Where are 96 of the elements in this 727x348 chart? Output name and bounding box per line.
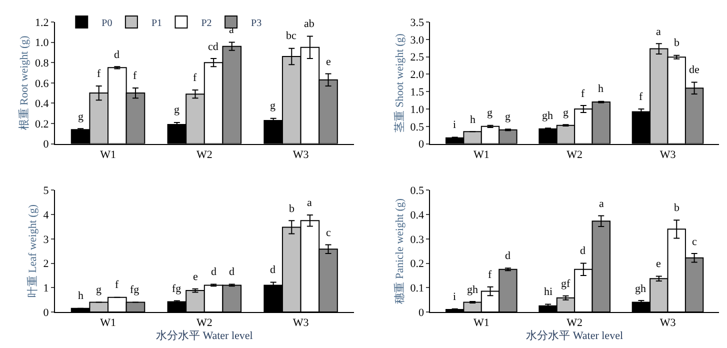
data-label: a (307, 197, 312, 209)
x-axis-title: 水分水平 Water level (526, 329, 624, 342)
data-label: a (599, 198, 604, 210)
x-tick-label: W3 (660, 317, 676, 330)
legend-label: P0 (102, 18, 112, 29)
data-label: f (193, 72, 197, 84)
y-tick-label: 0.4 (35, 98, 50, 110)
data-label: cd (208, 41, 219, 53)
x-tick-label: W3 (660, 149, 676, 161)
data-label: d (229, 266, 235, 278)
data-label: d (580, 245, 586, 257)
y-axis-title: 叶重 Leaf weight (g) (26, 204, 39, 298)
y-tick-label: 0 (43, 138, 50, 151)
y-tick-label: 1.0 (410, 104, 424, 116)
y-tick-label: 5 (43, 185, 50, 198)
data-label: h (598, 83, 604, 95)
y-tick-label: 1 (43, 282, 49, 294)
y-tick-label: 3 (43, 234, 50, 246)
data-label: b (289, 203, 295, 215)
data-label: gh (542, 110, 554, 122)
data-label: b (674, 202, 680, 214)
y-tick-label: 0.2 (35, 118, 49, 130)
data-label: f (115, 279, 119, 291)
y-axis-title: 根重 Root weight (g) (18, 35, 31, 130)
data-label: f (639, 91, 643, 103)
data-label: gf (561, 278, 570, 290)
x-tick-label: W3 (292, 317, 310, 330)
legend-label: P1 (151, 18, 162, 29)
data-label: g (174, 104, 180, 116)
data-label: i (453, 291, 456, 303)
data-label: bc (286, 30, 296, 42)
data-label: d (505, 250, 511, 262)
data-label: fg (130, 284, 140, 296)
y-tick-label: 3.0 (410, 34, 424, 46)
data-label: a (656, 26, 661, 38)
x-tick-label: W1 (473, 149, 490, 161)
y-tick-label: 2.5 (410, 52, 424, 64)
y-tick-label: 0.3 (410, 234, 424, 246)
data-label: d (114, 49, 120, 61)
x-tick-label: W1 (100, 149, 116, 161)
data-label: f (97, 68, 101, 80)
data-label: gh (635, 283, 646, 295)
y-tick-label: 0 (418, 138, 424, 151)
y-tick-label: 2.0 (410, 69, 424, 82)
data-label: hi (544, 286, 553, 298)
data-label: g (78, 111, 84, 123)
x-tick-label: W2 (566, 317, 583, 330)
x-tick-label: W1 (100, 317, 116, 330)
data-label: b (674, 37, 680, 49)
y-tick-label: 1.5 (410, 86, 424, 98)
data-label: i (453, 119, 456, 131)
y-tick-label: 0.8 (35, 57, 50, 70)
data-label: f (581, 88, 585, 100)
y-tick-label: 0.4 (410, 209, 424, 222)
data-label: h (470, 114, 476, 126)
y-tick-label: 2 (43, 258, 49, 270)
x-tick-label: W2 (196, 317, 212, 330)
y-axis-title: 穗重 Panicle weight (g) (392, 198, 406, 304)
data-label: g (487, 107, 493, 119)
y-tick-label: 4 (43, 209, 50, 222)
legend-label: P2 (201, 18, 212, 29)
y-tick-label: 0.6 (35, 78, 50, 90)
data-label: ab (304, 18, 315, 30)
data-label: e (193, 271, 198, 283)
data-label: f (488, 269, 492, 281)
data-label: d (211, 266, 217, 278)
y-tick-label: 0.5 (410, 185, 424, 198)
data-label: f (133, 70, 137, 82)
data-label: gh (467, 284, 478, 296)
data-label: fg (172, 283, 182, 295)
data-label: e (326, 56, 331, 68)
data-label: g (563, 107, 569, 119)
data-label: e (656, 258, 661, 270)
data-label: h (78, 290, 84, 302)
x-tick-label: W2 (196, 149, 212, 161)
y-tick-label: 1.2 (35, 16, 49, 29)
data-label: g (270, 100, 276, 112)
y-tick-label: 0.5 (410, 121, 424, 134)
data-label: g (96, 284, 102, 296)
y-tick-label: 0.1 (410, 282, 424, 294)
y-tick-label: 1.0 (35, 37, 50, 50)
data-label: d (270, 264, 276, 276)
y-tick-label: 3.5 (410, 16, 424, 29)
data-label: g (505, 111, 511, 123)
y-tick-label: 0 (418, 306, 424, 319)
data-label: c (692, 236, 697, 248)
legend-label: P3 (251, 18, 262, 29)
x-tick-label: W3 (292, 149, 310, 161)
x-tick-label: W1 (473, 317, 490, 330)
data-label: c (326, 227, 331, 239)
x-axis-title: 水分水平 Water level (156, 329, 253, 342)
y-axis-title: 茎重 Shoot weight (g) (392, 33, 406, 132)
y-tick-label: 0 (43, 306, 50, 319)
data-label: de (689, 64, 700, 76)
x-tick-label: W2 (566, 149, 583, 161)
y-tick-label: 0.2 (410, 258, 424, 270)
